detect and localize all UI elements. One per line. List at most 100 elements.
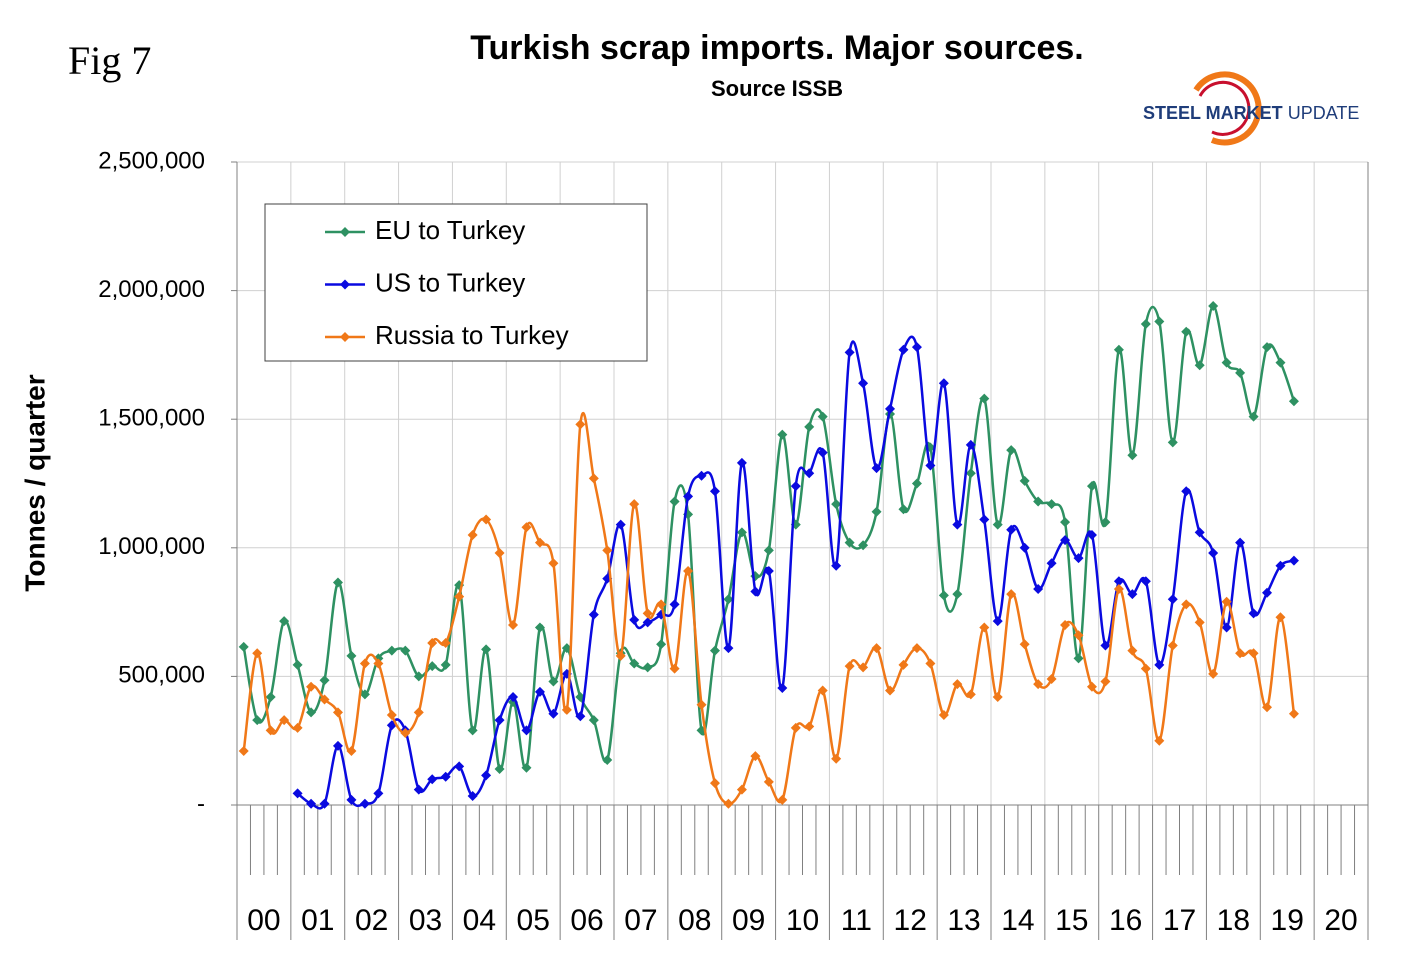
series-marker	[1275, 612, 1286, 623]
series-marker	[871, 643, 882, 654]
series-marker	[427, 661, 438, 672]
series-marker	[548, 558, 559, 569]
series-marker	[238, 641, 249, 652]
series-line	[242, 412, 1296, 805]
series-marker	[467, 790, 478, 801]
series-marker	[440, 771, 451, 782]
series-marker	[777, 794, 788, 805]
series-marker	[292, 722, 303, 733]
legend-marker	[340, 332, 350, 342]
series-marker	[1288, 708, 1299, 719]
logo-light: UPDATE	[1288, 103, 1360, 123]
x-group-label: 08	[678, 904, 711, 937]
series-marker	[817, 685, 828, 696]
series-marker	[575, 419, 586, 430]
series-marker	[871, 506, 882, 517]
series-marker	[1086, 481, 1097, 492]
series-marker	[346, 650, 357, 661]
series-marker	[292, 659, 303, 670]
series-marker	[1100, 517, 1111, 528]
series-marker	[669, 599, 680, 610]
series-marker	[992, 691, 1003, 702]
series-marker	[1248, 648, 1259, 659]
series-marker	[494, 763, 505, 774]
series-marker	[736, 457, 747, 468]
series-marker	[534, 537, 545, 548]
x-group-label: 10	[786, 904, 819, 937]
series-marker	[602, 754, 613, 765]
series-marker	[750, 751, 761, 762]
legend-box	[264, 203, 648, 362]
series-marker	[1019, 542, 1030, 553]
x-group-label: 13	[947, 904, 980, 937]
series-marker	[386, 645, 397, 656]
legend-label: US to Turkey	[375, 267, 525, 297]
series-marker	[1181, 599, 1192, 610]
series-marker	[992, 616, 1003, 627]
series-line	[296, 335, 1295, 810]
series-marker	[1248, 411, 1259, 422]
series-marker	[992, 519, 1003, 530]
series-marker	[1046, 673, 1057, 684]
x-group-label: 11	[841, 904, 872, 937]
x-group-label: 09	[732, 904, 765, 937]
series-marker	[817, 411, 828, 422]
y-tick-label: 500,000	[118, 662, 205, 689]
series-marker	[1113, 583, 1124, 594]
series-marker	[534, 622, 545, 633]
series-marker	[1086, 529, 1097, 540]
series-marker	[898, 344, 909, 355]
series-marker	[332, 740, 343, 751]
series-marker	[481, 644, 492, 655]
series-marker	[279, 715, 290, 726]
series-marker	[925, 460, 936, 471]
series-marker	[709, 486, 720, 497]
series-marker	[1208, 547, 1219, 558]
series-marker	[588, 473, 599, 484]
y-tick-label: 1,500,000	[98, 405, 205, 432]
series-marker	[238, 745, 249, 756]
series-line	[242, 304, 1296, 771]
series-marker	[548, 708, 559, 719]
series-marker	[804, 421, 815, 432]
series-marker	[1100, 676, 1111, 687]
series-marker	[1060, 535, 1071, 546]
series-marker	[1060, 619, 1071, 630]
series-marker	[588, 609, 599, 620]
series-marker	[656, 639, 667, 650]
series-marker	[332, 577, 343, 588]
series-marker	[1073, 630, 1084, 641]
x-group-label: 05	[517, 904, 550, 937]
series-marker	[683, 491, 694, 502]
series-marker	[925, 658, 936, 669]
series-marker	[844, 537, 855, 548]
series-marker	[521, 725, 532, 736]
series-marker	[319, 694, 330, 705]
series-marker	[1073, 653, 1084, 664]
series-marker	[723, 594, 734, 605]
series-marker	[642, 608, 653, 619]
series-marker	[1006, 445, 1017, 456]
series-marker	[696, 699, 707, 710]
series-marker	[858, 540, 869, 551]
series-marker	[871, 463, 882, 474]
series-marker	[265, 691, 276, 702]
series-marker	[1288, 555, 1299, 566]
series-marker	[911, 342, 922, 353]
series-marker	[561, 704, 572, 715]
logo: STEEL MARKET UPDATE	[1143, 103, 1359, 123]
y-tick-label: 1,000,000	[98, 533, 205, 560]
series-marker	[723, 643, 734, 654]
series-marker	[494, 547, 505, 558]
x-group-label: 19	[1271, 904, 1304, 937]
series-marker	[440, 659, 451, 670]
series-marker	[481, 770, 492, 781]
series-marker	[952, 589, 963, 600]
series-marker	[386, 709, 397, 720]
series-marker	[790, 481, 801, 492]
series-marker	[629, 614, 640, 625]
series-marker	[911, 478, 922, 489]
x-group-label: 07	[624, 904, 657, 937]
series-marker	[938, 590, 949, 601]
series-marker	[306, 798, 317, 809]
